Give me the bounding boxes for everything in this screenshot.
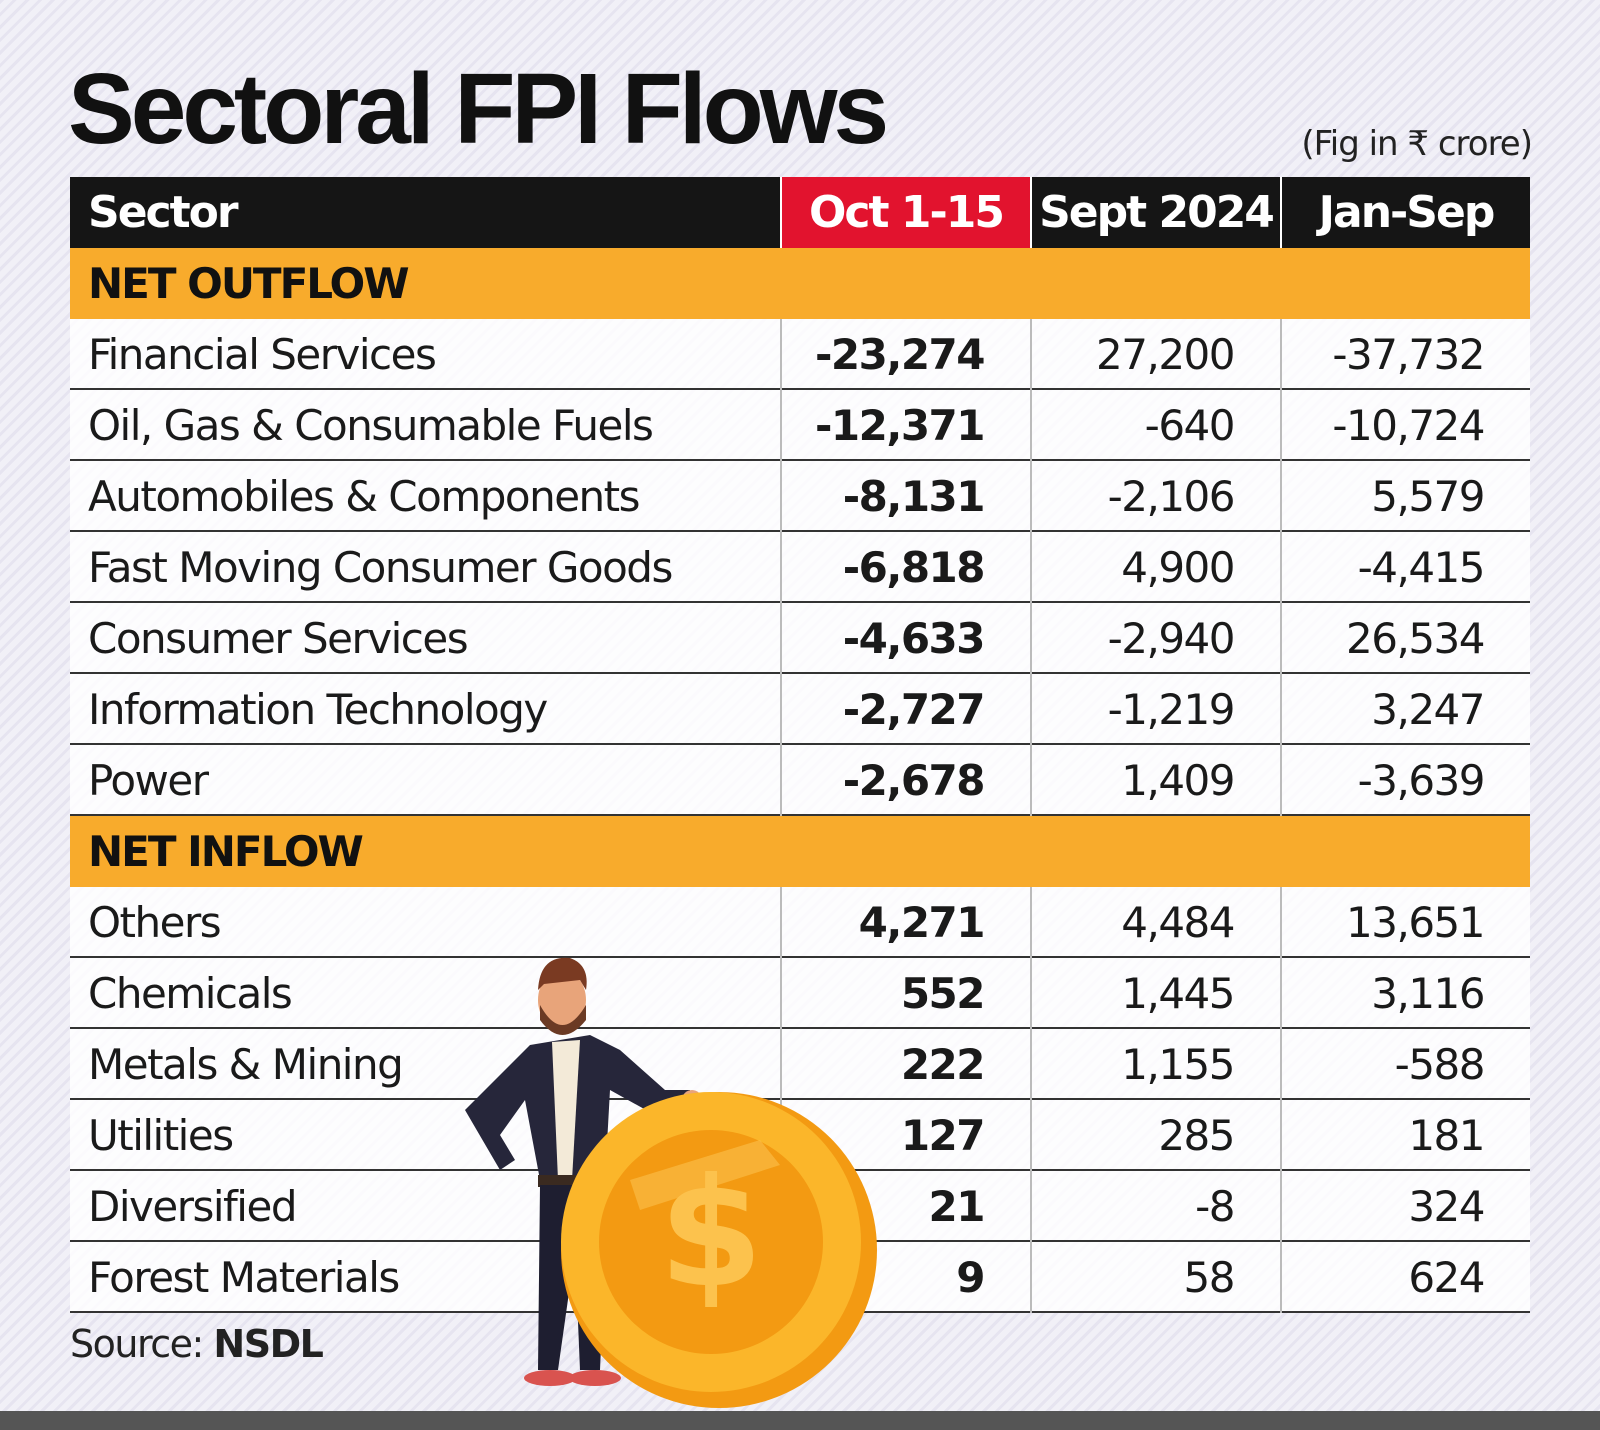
value-cell: 4,271 (780, 887, 1030, 958)
row (70, 390, 1530, 461)
sector-name: Forest Materials (88, 1253, 400, 1302)
sector-name: Financial Services (88, 330, 437, 379)
svg-text:$: $ (659, 1147, 763, 1321)
illustration: $ (465, 957, 877, 1408)
value-cell: -640 (1030, 390, 1280, 461)
title: Sectoral FPI Flows (68, 53, 889, 165)
sector-name: Metals & Mining (88, 1040, 404, 1089)
sector-name: Diversified (88, 1182, 297, 1231)
value-cell: 624 (1280, 1242, 1530, 1313)
sector-name: Utilities (88, 1111, 234, 1160)
value-cell: -12,371 (780, 390, 1030, 461)
value-cell: 4,900 (1030, 532, 1280, 603)
section-label: NET INFLOW (70, 816, 1530, 887)
value-cell: 27,200 (1030, 319, 1280, 390)
row (70, 674, 1530, 745)
sector-name: Power (88, 756, 209, 805)
sector-name: Chemicals (88, 969, 293, 1018)
value-cell: -10,724 (1280, 390, 1530, 461)
value-cell: 181 (1280, 1100, 1530, 1171)
row (70, 887, 1530, 958)
value-cell: -588 (1280, 1029, 1530, 1100)
row (70, 958, 1530, 1029)
value-cell: -37,732 (1280, 319, 1530, 390)
value-cell: 3,247 (1280, 674, 1530, 745)
bottom-strip (0, 1411, 1600, 1430)
sector-name: Information Technology (88, 685, 548, 734)
value-cell: -4,415 (1280, 532, 1530, 603)
value-cell: 13,651 (1280, 887, 1530, 958)
row (70, 745, 1530, 816)
value-cell: -8,131 (780, 461, 1030, 532)
value-cell: 5,579 (1280, 461, 1530, 532)
value-cell: -2,940 (1030, 603, 1280, 674)
section-label: NET OUTFLOW (70, 248, 1530, 319)
value-cell: -2,678 (780, 745, 1030, 816)
value-cell: 324 (1280, 1171, 1530, 1242)
value-cell: -6,818 (780, 532, 1030, 603)
row (70, 603, 1530, 674)
sector-name: Consumer Services (88, 614, 469, 663)
value-cell: 1,445 (1030, 958, 1280, 1029)
row (70, 461, 1530, 532)
row (70, 532, 1530, 603)
row (70, 319, 1530, 390)
value-cell: 58 (1030, 1242, 1280, 1313)
column-header: Jan-Sep (1280, 177, 1530, 248)
value-cell: 552 (780, 958, 1030, 1029)
source: Source: NSDL (70, 1322, 324, 1366)
value-cell: -23,274 (780, 319, 1030, 390)
coin: $ (561, 1092, 877, 1408)
value-cell: -2,106 (1030, 461, 1280, 532)
value-cell: -1,219 (1030, 674, 1280, 745)
value-cell: 1,409 (1030, 745, 1280, 816)
unit-note: (Fig in ₹ crore) (1301, 124, 1533, 164)
column-header: Oct 1-15 (780, 177, 1030, 248)
column-header: Sept 2024 (1030, 177, 1280, 248)
value-cell: 3,116 (1280, 958, 1530, 1029)
value-cell: 26,534 (1280, 603, 1530, 674)
value-cell: 285 (1030, 1100, 1280, 1171)
sector-name: Others (88, 898, 222, 947)
source-label: Source: (70, 1322, 204, 1366)
sector-name: Automobiles & Components (88, 472, 641, 521)
column-header: Sector (70, 177, 780, 248)
source-name: NSDL (213, 1322, 323, 1366)
row (70, 1029, 1530, 1100)
value-cell: -3,639 (1280, 745, 1530, 816)
value-cell: -2,727 (780, 674, 1030, 745)
sector-name: Oil, Gas & Consumable Fuels (88, 401, 654, 450)
sector-name: Fast Moving Consumer Goods (88, 543, 673, 592)
value-cell: 4,484 (1030, 887, 1280, 958)
value-cell: 222 (780, 1029, 1030, 1100)
value-cell: -8 (1030, 1171, 1280, 1242)
value-cell: 1,155 (1030, 1029, 1280, 1100)
value-cell: -4,633 (780, 603, 1030, 674)
